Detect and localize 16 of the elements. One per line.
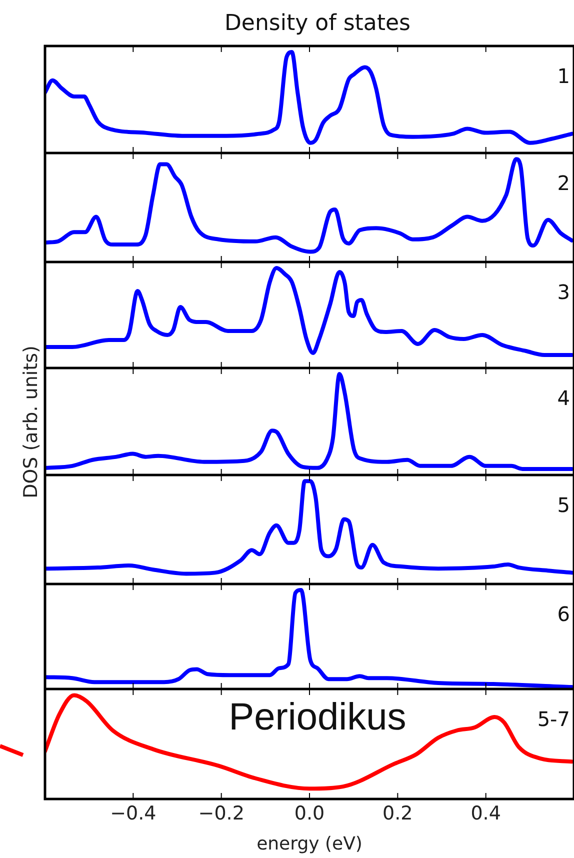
- x-tick-label: −0.4: [110, 802, 156, 824]
- x-axis-title: energy (eV): [256, 834, 362, 855]
- x-tick-label: −0.2: [198, 802, 244, 824]
- annotation: 5-7: [537, 707, 570, 732]
- annotation: 4: [557, 386, 570, 410]
- x-tick-label: 0.0: [294, 802, 325, 824]
- annotation: 1: [557, 64, 570, 88]
- annotation: 2: [557, 171, 570, 196]
- annotation: 3: [557, 280, 570, 304]
- chart-title: Density of states: [224, 11, 411, 36]
- annotation: Periodikus: [228, 696, 406, 738]
- x-tick-label: 0.2: [382, 802, 413, 824]
- y-axis-title: DOS (arb. units): [20, 346, 42, 498]
- annotation: 6: [557, 602, 570, 626]
- x-tick-label: 0.4: [470, 802, 501, 824]
- annotation: 5: [557, 493, 570, 518]
